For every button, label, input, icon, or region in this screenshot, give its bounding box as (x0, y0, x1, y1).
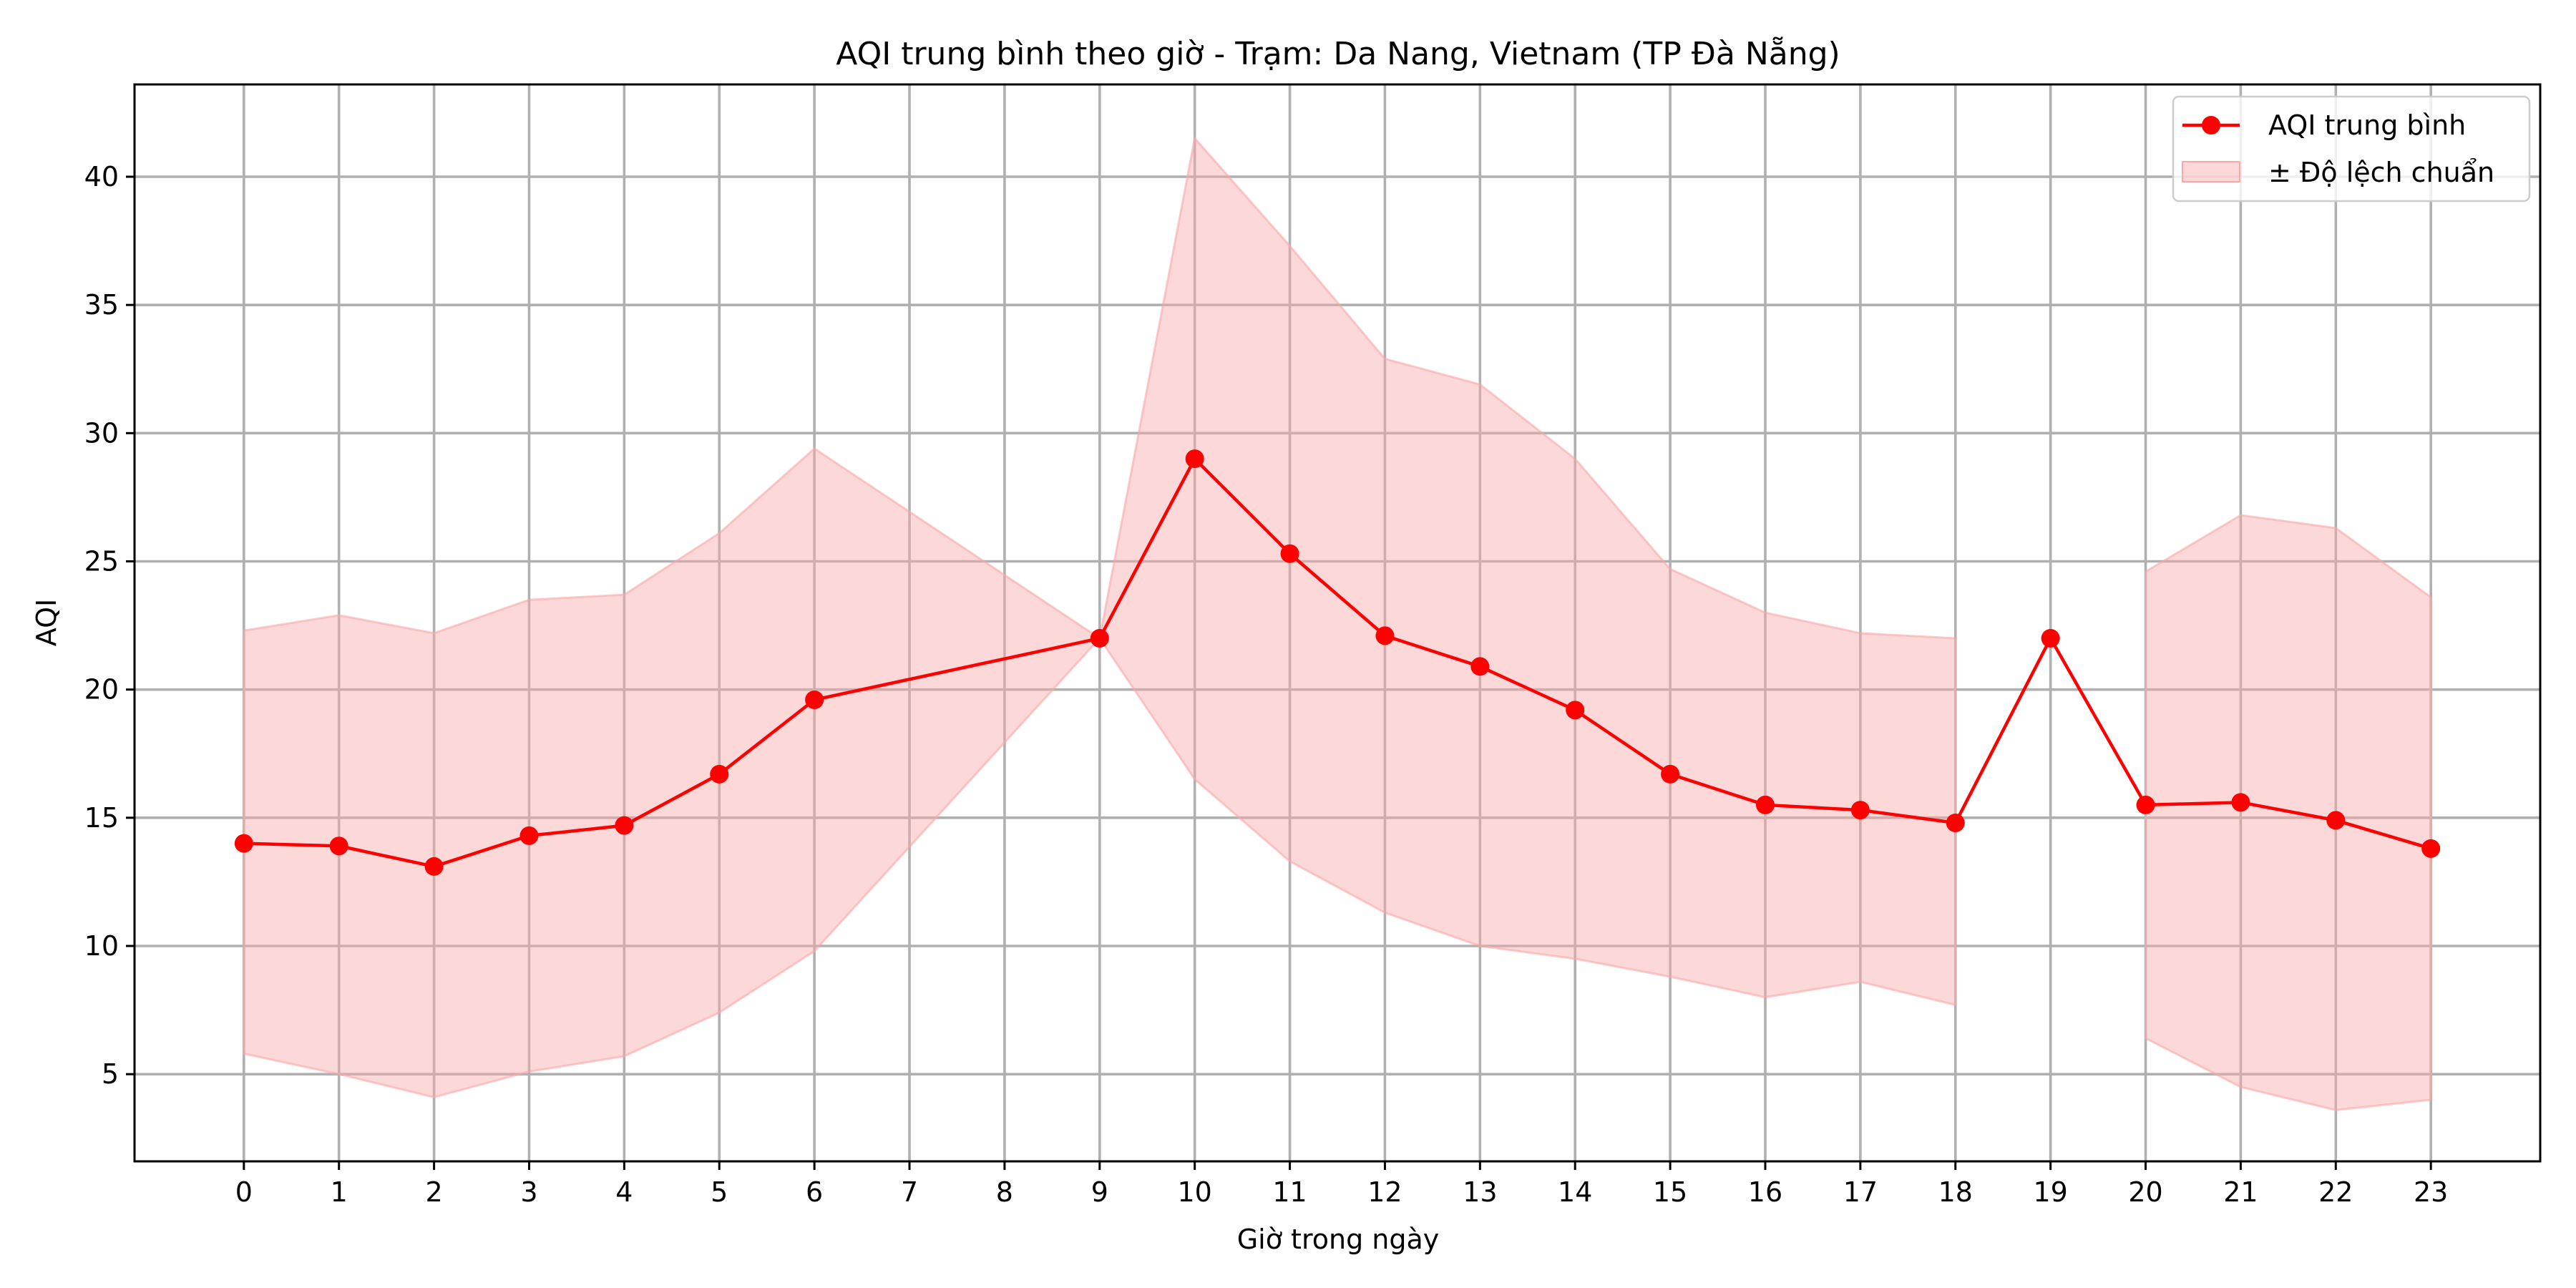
mean-aqi-point (1185, 449, 1204, 469)
y-tick-label: 25 (84, 546, 119, 577)
mean-aqi-point (1566, 701, 1585, 720)
y-tick-label: 5 (102, 1058, 119, 1090)
mean-aqi-point (1375, 626, 1395, 645)
mean-aqi-point (2136, 795, 2155, 814)
x-tick-label: 18 (1938, 1176, 1973, 1208)
chart-title: AQI trung bình theo giờ - Trạm: Da Nang,… (836, 36, 1840, 72)
legend-label-mean: AQI trung bình (2268, 109, 2466, 141)
mean-aqi-point (1755, 795, 1775, 814)
x-tick-label: 12 (1367, 1176, 1402, 1208)
x-tick-label: 9 (1091, 1176, 1108, 1208)
mean-aqi-point (805, 691, 824, 709)
x-tick-label: 1 (331, 1176, 348, 1208)
mean-aqi-point (329, 836, 348, 856)
x-tick-label: 20 (2128, 1176, 2162, 1208)
x-tick-label: 5 (711, 1176, 728, 1208)
x-tick-label: 7 (901, 1176, 918, 1208)
x-tick-label: 0 (235, 1176, 253, 1208)
y-tick-label: 35 (84, 289, 119, 321)
mean-aqi-point (424, 857, 444, 876)
x-tick-label: 10 (1177, 1176, 1211, 1208)
mean-aqi-point (2421, 839, 2441, 858)
mean-aqi-point (1090, 629, 1109, 648)
legend-marker-swatch (2202, 116, 2220, 135)
y-axis: 5 10 15 20 25 30 35 40 (84, 161, 135, 1090)
x-axis-label: Giờ trong ngày (1237, 1224, 1440, 1255)
x-tick-label: 6 (806, 1176, 823, 1208)
mean-aqi-line (243, 457, 2431, 869)
y-tick-label: 15 (84, 802, 119, 834)
mean-aqi-point (1946, 814, 1965, 832)
x-tick-label: 2 (425, 1176, 442, 1208)
x-tick-label: 14 (1558, 1176, 1592, 1208)
legend: AQI trung bình ± Độ lệch chuẩn (2172, 95, 2531, 203)
y-axis-label: AQI (31, 599, 62, 646)
x-tick-label: 3 (520, 1176, 537, 1208)
x-axis: 0 1 2 3 4 5 6 7 8 9 10 11 12 13 14 15 16 17 18 19 20 21 22 23 (235, 1161, 2448, 1208)
x-tick-label: 8 (996, 1176, 1013, 1208)
mean-aqi-point (519, 826, 539, 845)
x-tick-label: 19 (2033, 1176, 2067, 1208)
x-tick-label: 16 (1748, 1176, 1782, 1208)
plot-frame (133, 83, 2542, 1163)
std-dev-band-area (243, 135, 1957, 1098)
x-tick-label: 17 (1843, 1176, 1878, 1208)
mean-aqi-point (2326, 811, 2346, 830)
mean-aqi-point (615, 816, 634, 835)
legend-label-band: ± Độ lệch chuẩn (2268, 157, 2494, 188)
legend-band-swatch (2182, 161, 2240, 182)
mean-aqi-point (1850, 801, 1870, 820)
mean-aqi-point (2231, 793, 2250, 812)
x-tick-label: 21 (2223, 1176, 2258, 1208)
y-tick-label: 40 (84, 161, 119, 192)
x-tick-label: 11 (1272, 1176, 1307, 1208)
y-tick-label: 10 (84, 930, 119, 962)
y-tick-label: 30 (84, 417, 119, 449)
x-tick-label: 22 (2318, 1176, 2353, 1208)
mean-aqi-point (1661, 764, 1680, 784)
mean-aqi-point (710, 764, 729, 784)
mean-aqi-point (1280, 544, 1299, 563)
mean-aqi-point (1470, 657, 1490, 676)
grid-lines (135, 84, 2540, 1161)
x-tick-label: 23 (2414, 1176, 2448, 1208)
legend-box (2172, 95, 2531, 203)
mean-aqi-point (234, 834, 253, 853)
y-tick-label: 20 (84, 674, 119, 706)
x-tick-label: 4 (615, 1176, 633, 1208)
x-tick-label: 13 (1463, 1176, 1497, 1208)
x-tick-label: 15 (1653, 1176, 1687, 1208)
mean-aqi-point (2041, 629, 2060, 648)
series-layer (234, 449, 2441, 876)
